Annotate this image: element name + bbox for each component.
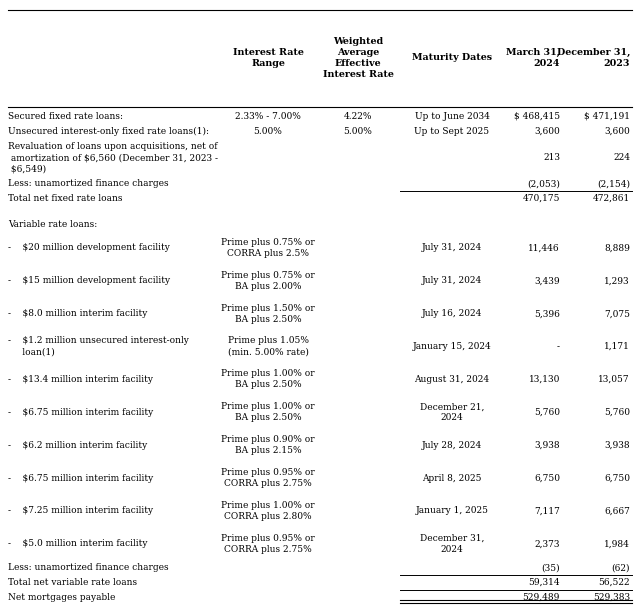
Text: 470,175: 470,175 <box>522 194 560 203</box>
Text: -    $13.4 million interim facility: - $13.4 million interim facility <box>8 375 153 384</box>
Text: Prime plus 0.75% or
CORRA plus 2.5%: Prime plus 0.75% or CORRA plus 2.5% <box>221 238 315 258</box>
Text: Up to June 2034: Up to June 2034 <box>415 112 490 121</box>
Text: 13,057: 13,057 <box>598 375 630 384</box>
Text: Total net variable rate loans: Total net variable rate loans <box>8 578 137 587</box>
Text: 1,293: 1,293 <box>604 276 630 285</box>
Text: 3,938: 3,938 <box>604 441 630 450</box>
Text: 213: 213 <box>543 153 560 162</box>
Text: 5,396: 5,396 <box>534 309 560 318</box>
Text: Prime plus 1.05%
(min. 5.00% rate): Prime plus 1.05% (min. 5.00% rate) <box>227 337 308 357</box>
Text: Interest Rate
Range: Interest Rate Range <box>232 48 303 68</box>
Text: 2,373: 2,373 <box>534 539 560 548</box>
Text: 224: 224 <box>613 153 630 162</box>
Text: 4.22%: 4.22% <box>344 112 372 121</box>
Text: -    $8.0 million interim facility: - $8.0 million interim facility <box>8 309 147 318</box>
Text: December 31,
2023: December 31, 2023 <box>557 48 630 68</box>
Text: 529,383: 529,383 <box>593 593 630 602</box>
Text: 5.00%: 5.00% <box>344 127 372 136</box>
Text: 3,600: 3,600 <box>534 127 560 136</box>
Text: 5,760: 5,760 <box>534 408 560 417</box>
Text: December 21,
2024: December 21, 2024 <box>420 402 484 422</box>
Text: -    $5.0 million interim facility: - $5.0 million interim facility <box>8 539 147 548</box>
Text: Up to Sept 2025: Up to Sept 2025 <box>415 127 490 136</box>
Text: -: - <box>557 342 560 351</box>
Text: (62): (62) <box>611 563 630 572</box>
Text: July 31, 2024: July 31, 2024 <box>422 243 482 253</box>
Text: (35): (35) <box>541 563 560 572</box>
Text: Variable rate loans:: Variable rate loans: <box>8 219 97 229</box>
Text: 6,750: 6,750 <box>604 473 630 482</box>
Text: April 8, 2025: April 8, 2025 <box>422 473 482 482</box>
Text: 472,861: 472,861 <box>593 194 630 203</box>
Text: 5.00%: 5.00% <box>253 127 282 136</box>
Text: Prime plus 0.90% or
BA plus 2.15%: Prime plus 0.90% or BA plus 2.15% <box>221 435 315 455</box>
Text: January 15, 2024: January 15, 2024 <box>413 342 492 351</box>
Text: 1,171: 1,171 <box>604 342 630 351</box>
Text: -    $20 million development facility: - $20 million development facility <box>8 243 170 253</box>
Text: Prime plus 1.00% or
CORRA plus 2.80%: Prime plus 1.00% or CORRA plus 2.80% <box>221 501 315 521</box>
Text: $ 471,191: $ 471,191 <box>584 112 630 121</box>
Text: 8,889: 8,889 <box>604 243 630 253</box>
Text: 6,667: 6,667 <box>604 506 630 516</box>
Text: Prime plus 0.95% or
CORRA plus 2.75%: Prime plus 0.95% or CORRA plus 2.75% <box>221 468 315 488</box>
Text: 6,750: 6,750 <box>534 473 560 482</box>
Text: Prime plus 1.00% or
BA plus 2.50%: Prime plus 1.00% or BA plus 2.50% <box>221 402 315 422</box>
Text: Maturity Dates: Maturity Dates <box>412 53 492 63</box>
Text: March 31,
2024: March 31, 2024 <box>506 48 560 68</box>
Text: Less: unamortized finance charges: Less: unamortized finance charges <box>8 563 168 572</box>
Text: Prime plus 1.00% or
BA plus 2.50%: Prime plus 1.00% or BA plus 2.50% <box>221 370 315 389</box>
Text: Prime plus 0.95% or
CORRA plus 2.75%: Prime plus 0.95% or CORRA plus 2.75% <box>221 534 315 554</box>
Text: 11,446: 11,446 <box>529 243 560 253</box>
Text: Weighted
Average
Effective
Interest Rate: Weighted Average Effective Interest Rate <box>323 37 394 79</box>
Text: July 16, 2024: July 16, 2024 <box>422 309 482 318</box>
Text: Revaluation of loans upon acquisitions, net of
 amortization of $6,560 (December: Revaluation of loans upon acquisitions, … <box>8 142 218 173</box>
Text: 7,117: 7,117 <box>534 506 560 516</box>
Text: Total net fixed rate loans: Total net fixed rate loans <box>8 194 122 203</box>
Text: -    $6.75 million interim facility: - $6.75 million interim facility <box>8 408 153 417</box>
Text: 3,600: 3,600 <box>604 127 630 136</box>
Text: Secured fixed rate loans:: Secured fixed rate loans: <box>8 112 123 121</box>
Text: -    $15 million development facility: - $15 million development facility <box>8 276 170 285</box>
Text: July 28, 2024: July 28, 2024 <box>422 441 482 450</box>
Text: 5,760: 5,760 <box>604 408 630 417</box>
Text: -    $1.2 million unsecured interest-only
     loan(1): - $1.2 million unsecured interest-only l… <box>8 337 189 357</box>
Text: -    $6.2 million interim facility: - $6.2 million interim facility <box>8 441 147 450</box>
Text: -    $7.25 million interim facility: - $7.25 million interim facility <box>8 506 153 516</box>
Text: 56,522: 56,522 <box>598 578 630 587</box>
Text: 3,938: 3,938 <box>534 441 560 450</box>
Text: 529,489: 529,489 <box>523 593 560 602</box>
Text: Unsecured interest-only fixed rate loans(1):: Unsecured interest-only fixed rate loans… <box>8 127 209 136</box>
Text: January 1, 2025: January 1, 2025 <box>415 506 488 516</box>
Text: August 31, 2024: August 31, 2024 <box>415 375 490 384</box>
Text: $ 468,415: $ 468,415 <box>514 112 560 121</box>
Text: (2,154): (2,154) <box>597 179 630 188</box>
Text: Prime plus 0.75% or
BA plus 2.00%: Prime plus 0.75% or BA plus 2.00% <box>221 271 315 291</box>
Text: 13,130: 13,130 <box>529 375 560 384</box>
Text: (2,053): (2,053) <box>527 179 560 188</box>
Text: Prime plus 1.50% or
BA plus 2.50%: Prime plus 1.50% or BA plus 2.50% <box>221 303 315 324</box>
Text: Net mortgages payable: Net mortgages payable <box>8 593 115 602</box>
Text: Less: unamortized finance charges: Less: unamortized finance charges <box>8 179 168 188</box>
Text: 2.33% - 7.00%: 2.33% - 7.00% <box>235 112 301 121</box>
Text: -    $6.75 million interim facility: - $6.75 million interim facility <box>8 473 153 482</box>
Text: 3,439: 3,439 <box>534 276 560 285</box>
Text: July 31, 2024: July 31, 2024 <box>422 276 482 285</box>
Text: 7,075: 7,075 <box>604 309 630 318</box>
Text: 1,984: 1,984 <box>604 539 630 548</box>
Text: 59,314: 59,314 <box>529 578 560 587</box>
Text: December 31,
2024: December 31, 2024 <box>420 534 484 554</box>
